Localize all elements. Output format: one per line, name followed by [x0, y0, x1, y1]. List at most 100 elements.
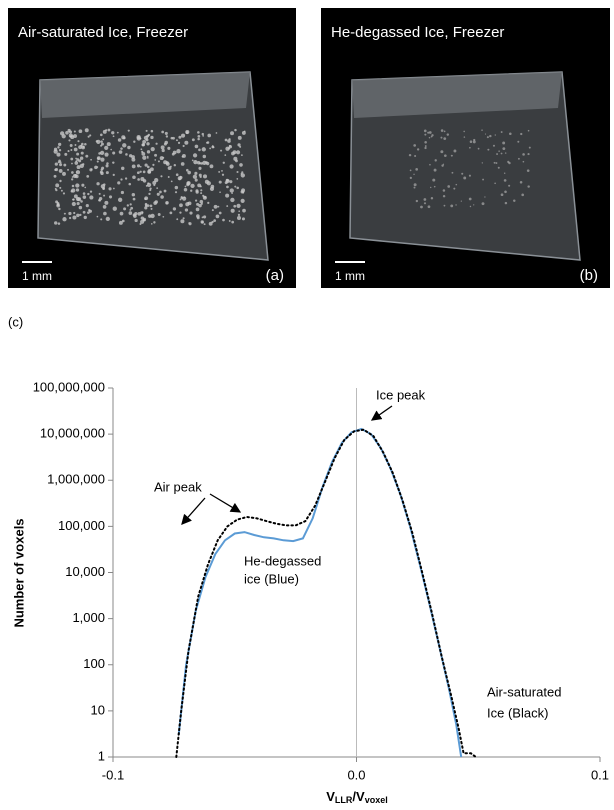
bubble — [241, 173, 243, 175]
bubble — [75, 144, 77, 146]
bubble — [414, 155, 416, 157]
bubble — [54, 149, 58, 153]
bubble — [74, 148, 78, 152]
bubble — [79, 214, 81, 216]
bubble — [223, 162, 225, 164]
bubble — [435, 159, 437, 161]
bubble — [113, 135, 115, 137]
bubble — [183, 145, 185, 147]
bubble — [176, 139, 178, 141]
bubble — [122, 220, 125, 223]
bubble — [424, 141, 427, 144]
bubble — [54, 175, 57, 178]
bubble — [112, 152, 115, 155]
bubble — [236, 171, 238, 173]
bubble — [129, 154, 132, 157]
bubble — [239, 163, 243, 167]
bubble — [85, 128, 89, 132]
bubble — [105, 129, 107, 131]
bubble — [58, 208, 60, 210]
bubble — [502, 147, 505, 150]
bubble — [64, 153, 67, 156]
bubble — [103, 183, 105, 185]
bubble — [220, 150, 222, 152]
bubble — [62, 217, 66, 221]
bubble — [455, 204, 456, 205]
y-tick-label: 10 — [91, 702, 105, 717]
bubble — [82, 163, 84, 165]
bubble — [493, 145, 495, 147]
bubble — [210, 187, 214, 191]
bubble — [150, 204, 153, 207]
bubble — [74, 130, 76, 132]
bubble — [59, 163, 62, 166]
bubble — [104, 153, 108, 157]
bubble — [171, 180, 173, 182]
bubble — [62, 172, 66, 176]
bubble — [137, 164, 140, 167]
bubble — [150, 136, 153, 139]
bubble — [212, 146, 214, 148]
bubble — [229, 220, 231, 222]
bubble — [473, 140, 476, 143]
bubble — [453, 188, 455, 190]
bubble — [182, 154, 186, 158]
bubble — [204, 223, 206, 225]
bubble — [103, 205, 107, 209]
bubble — [62, 134, 66, 138]
bubble — [209, 222, 213, 226]
bubble — [234, 129, 236, 131]
bubble — [54, 169, 56, 171]
bubble — [98, 152, 101, 155]
bubble — [425, 145, 427, 147]
bubble — [75, 183, 79, 187]
bubble — [84, 143, 87, 146]
bubble — [75, 175, 78, 178]
bubble — [178, 136, 181, 139]
bubble — [169, 211, 172, 214]
bubble — [501, 153, 503, 155]
x-tick-label: 0.1 — [591, 767, 609, 782]
bubble — [90, 159, 92, 161]
bubble — [83, 211, 86, 214]
panel-title: He-degassed Ice, Freezer — [331, 24, 504, 41]
bubble — [417, 148, 419, 150]
bubble — [527, 169, 530, 172]
bubble — [482, 179, 484, 181]
scale-label: 1 mm — [335, 269, 365, 283]
bubble — [469, 198, 472, 201]
x-tick-label: -0.1 — [102, 767, 124, 782]
bubble — [138, 212, 142, 216]
bubble — [441, 129, 444, 132]
bubble — [470, 140, 473, 143]
bubble — [444, 154, 447, 157]
bubble — [507, 161, 509, 163]
bubble — [241, 199, 245, 203]
bubble — [81, 146, 85, 150]
bubble — [65, 131, 69, 135]
bubble — [118, 138, 122, 142]
bubble — [150, 214, 154, 218]
bubble — [414, 183, 417, 186]
bubble — [224, 154, 226, 156]
bubble — [461, 173, 463, 175]
bubble — [121, 191, 124, 194]
bubble — [517, 141, 519, 143]
bubble — [189, 211, 192, 214]
bubble — [424, 147, 426, 149]
bubble — [180, 219, 184, 223]
bubble — [192, 138, 195, 141]
y-tick-label: 100,000 — [58, 518, 105, 533]
bubble — [242, 131, 246, 135]
bubble — [71, 163, 73, 165]
bubble — [113, 174, 115, 176]
bubble — [226, 186, 229, 189]
bubble — [238, 210, 240, 212]
bubble — [409, 154, 411, 156]
bubble — [440, 137, 442, 139]
bubble — [89, 195, 93, 199]
bubble — [190, 184, 194, 188]
bubble — [192, 160, 194, 162]
bubble — [481, 129, 483, 131]
bubble — [207, 134, 211, 138]
